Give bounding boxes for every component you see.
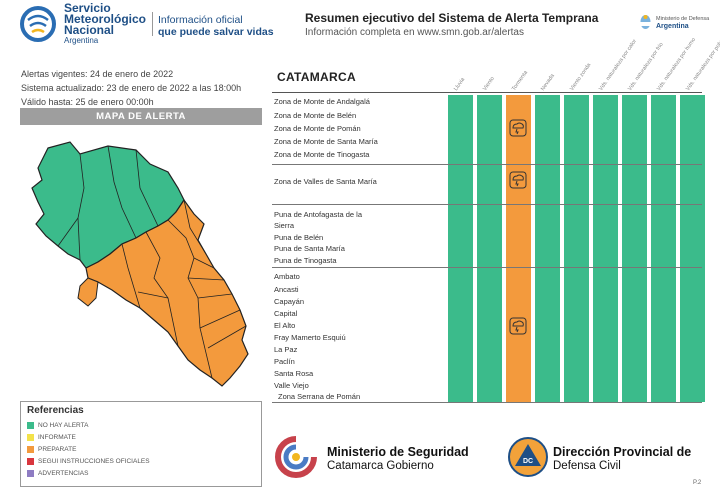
- legend-item-segui-instrucciones: SEGUI INSTRUCCIONES OFICIALES: [27, 455, 255, 467]
- legend-label: ADVERTENCIAS: [38, 469, 89, 477]
- zone-name: Zona de Monte de Andalgalá: [274, 97, 370, 106]
- ministry-line-1: Ministerio de Seguridad: [327, 445, 469, 459]
- alert-info: Alertas vigentes: 24 de enero de 2022 Si…: [21, 67, 241, 109]
- map-orange-region: [85, 198, 249, 387]
- alert-column-6: [593, 95, 618, 402]
- legend-swatch: [27, 421, 34, 429]
- coat-of-arms-icon: [640, 15, 651, 29]
- column-header: Viento zonda: [569, 62, 593, 92]
- legend-swatch: [27, 433, 34, 441]
- zone-name: Valle Viejo: [274, 381, 309, 390]
- table-bottom-line: [272, 402, 702, 403]
- smn-logo-icon: [20, 6, 56, 42]
- svg-text:DC: DC: [523, 458, 533, 465]
- slogan-line-2: que puede salvar vidas: [158, 26, 274, 38]
- storm-alert-icon: [509, 171, 527, 189]
- zone-name: Ambato: [274, 272, 300, 281]
- group-divider: [272, 164, 702, 165]
- slogan: Información oficial que puede salvar vid…: [158, 14, 274, 38]
- column-header: Nevada: [540, 73, 556, 92]
- group-divider: [272, 204, 702, 205]
- alert-map: [31, 141, 249, 387]
- legend-item-preparate: PREPARATE: [27, 443, 255, 455]
- gov-line-2: Argentina: [656, 23, 689, 30]
- column-header: Tormenta: [511, 69, 530, 92]
- alert-column-9: [680, 95, 705, 402]
- zone-name: Zona de Monte de Belén: [274, 111, 357, 120]
- column-header: Lluvia: [453, 76, 467, 92]
- page-title: Resumen ejecutivo del Sistema de Alerta …: [305, 11, 599, 25]
- zone-name: Zona de Monte de Pomán: [274, 124, 361, 133]
- zone-name: Capital: [274, 309, 298, 318]
- legend-label: NO HAY ALERTA: [38, 421, 89, 429]
- valid-until: Válido hasta: 25 de enero 00:00h: [21, 97, 154, 107]
- alert-column-8: [651, 95, 676, 402]
- legend-item-advertencias: ADVERTENCIAS: [27, 467, 255, 479]
- smn-brand: Servicio Meteorológico Nacional Argentin…: [64, 1, 147, 45]
- brand-line-3: Nacional: [64, 23, 115, 37]
- ministry-logo-icon: [275, 436, 317, 478]
- page-number: P.2: [693, 480, 702, 486]
- zone-name: La Paz: [274, 345, 298, 354]
- zone-name: Puna de Santa María: [274, 244, 345, 253]
- legend-item-informate: INFORMATE: [27, 431, 255, 443]
- legend-label: SEGUI INSTRUCCIONES OFICIALES: [38, 457, 150, 465]
- legend-label: INFORMATE: [38, 433, 76, 441]
- defensa-civil-line-2: Defensa Civil: [553, 460, 621, 472]
- group-divider: [272, 267, 702, 268]
- page-subtitle: Información completa en www.smn.gob.ar/a…: [305, 27, 524, 38]
- zone-name: Puna de Belén: [274, 233, 324, 242]
- legend-item-no-alert: NO HAY ALERTA: [27, 419, 255, 431]
- zone-name: Santa Rosa: [274, 369, 314, 378]
- map-orange-west: [77, 277, 99, 307]
- column-header: Viento: [482, 75, 496, 92]
- zone-name: Zona de Valles de Santa María: [274, 177, 377, 186]
- zone-name: Sierra: [274, 221, 295, 230]
- storm-alert-icon: [509, 119, 527, 137]
- defensa-civil-line-1: Dirección Provincial de: [553, 445, 692, 459]
- zone-name: Puna de Tinogasta: [274, 256, 337, 265]
- zone-name: Zona de Monte de Tinogasta: [274, 150, 370, 159]
- alert-column-viento: [477, 95, 502, 402]
- legend-swatch: [27, 469, 34, 477]
- zone-name: Paclín: [274, 357, 295, 366]
- alert-column-nevada: [535, 95, 560, 402]
- table-top-line: [272, 92, 702, 93]
- legend-swatch: [27, 445, 34, 453]
- zone-name: Ancasti: [274, 285, 299, 294]
- header-divider: [152, 12, 153, 36]
- alerts-date: Alertas vigentes: 24 de enero de 2022: [21, 69, 174, 79]
- zone-name: Puna de Antofagasta de la: [274, 210, 362, 219]
- alert-column-tormenta: [506, 95, 531, 402]
- zone-name: Zona de Monte de Santa María: [274, 137, 378, 146]
- references-title: Referencias: [27, 405, 84, 416]
- alert-column-lluvia: [448, 95, 473, 402]
- zone-name: Fray Mamerto Esquiú: [274, 333, 346, 342]
- map-title: MAPA DE ALERTA: [20, 108, 262, 125]
- legend-label: PREPARATE: [38, 445, 77, 453]
- province-title: CATAMARCA: [277, 70, 356, 84]
- zone-name: Capayán: [274, 297, 305, 306]
- brand-line-2: Meteorológico: [64, 12, 147, 26]
- storm-alert-icon: [509, 317, 527, 335]
- legend-swatch: [27, 457, 34, 465]
- slogan-line-1: Información oficial: [158, 14, 243, 26]
- zone-name: Zona Serrana de Pomán: [278, 392, 361, 401]
- ministry-line-2: Catamarca Gobierno: [327, 460, 434, 472]
- alert-column-7: [622, 95, 647, 402]
- brand-line-1: Servicio: [64, 1, 111, 15]
- zone-name: El Alto: [274, 321, 296, 330]
- gov-line-1: Ministerio de Defensa: [656, 16, 710, 22]
- references-legend: Referencias NO HAY ALERTA INFORMATE PREP…: [20, 401, 262, 487]
- defensa-civil-logo-icon: DC: [508, 437, 548, 477]
- brand-country: Argentina: [64, 36, 99, 45]
- alert-column-viento-zonda: [564, 95, 589, 402]
- updated-date: Sistema actualizado: 23 de enero de 2022…: [21, 83, 242, 93]
